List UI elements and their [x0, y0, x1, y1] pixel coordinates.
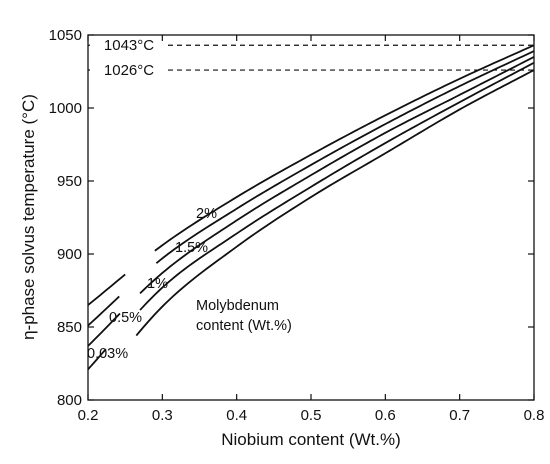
x-tick-label: 0.8: [524, 407, 545, 424]
curves: [87, 44, 535, 370]
series-line-1: [87, 50, 535, 327]
series-line-4: [135, 69, 535, 337]
x-tick-label: 0.2: [78, 407, 99, 424]
y-tick-label: 1050: [49, 27, 82, 44]
tick-labels: 0.2 0.3 0.4 0.5 0.6 0.7 0.8 800 850 900 950 1000 105…: [49, 27, 545, 424]
x-tick-label: 0.4: [226, 407, 247, 424]
plot-frame: [87, 34, 535, 401]
y-axis-title: η-phase solvus temperature (°C): [19, 94, 38, 340]
axes: [87, 34, 535, 401]
reference-lines: 1043°C 1026°C: [88, 37, 534, 79]
y-tick-label: 850: [57, 319, 82, 336]
series-label: 0.5%: [109, 310, 142, 326]
y-tick-label: 800: [57, 392, 82, 409]
reference-label: 1026°C: [104, 62, 154, 79]
y-tick-label: 950: [57, 173, 82, 190]
x-tick-label: 0.6: [375, 407, 396, 424]
x-tick-label: 0.3: [152, 407, 173, 424]
curve-labels: 2% 1.5% 1% 0.5% 0.03%: [87, 206, 217, 362]
series-line-3: [87, 61, 535, 370]
x-tick-label: 0.5: [301, 407, 322, 424]
y-tick-label: 900: [57, 246, 82, 263]
series-line-2: [87, 56, 535, 347]
series-label: 0.03%: [87, 346, 128, 362]
reference-label: 1043°C: [104, 37, 154, 54]
series-label: 1.5%: [175, 240, 208, 256]
series-label: 2%: [196, 206, 217, 222]
x-tick-label: 0.7: [449, 407, 470, 424]
annotation-line-2: content (Wt.%): [196, 318, 292, 334]
annotation-line-1: Molybdenum: [196, 298, 279, 314]
series-line-0: [87, 44, 535, 306]
series-label: 1%: [147, 276, 168, 292]
x-axis-title: Niobium content (Wt.%): [221, 430, 401, 449]
y-tick-label: 1000: [49, 100, 82, 117]
